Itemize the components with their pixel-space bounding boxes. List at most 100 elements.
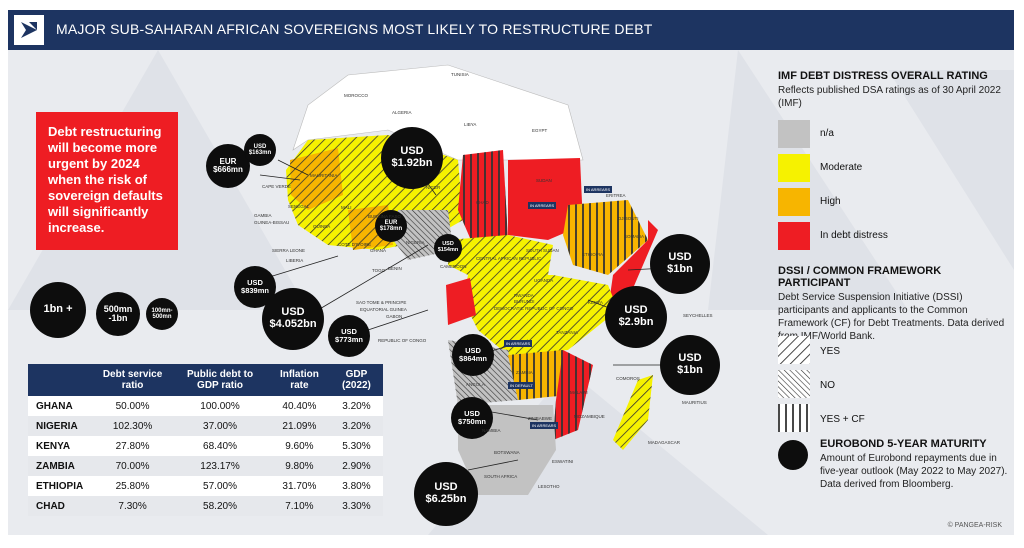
country-label: ANGOLA bbox=[466, 382, 485, 387]
country-cell: ZAMBIA bbox=[28, 456, 94, 476]
country-label: SUDAN bbox=[536, 178, 552, 183]
bubble-line1: USD bbox=[442, 241, 454, 248]
legend-label: n/a bbox=[820, 128, 834, 139]
value-cell: 50.00% bbox=[115, 400, 150, 412]
country-label: EGYPT bbox=[532, 128, 548, 133]
country-cell: NIGERIA bbox=[28, 416, 94, 436]
country-label: COMOROS bbox=[616, 376, 640, 381]
legend-dssi: DSSI / COMMON FRAMEWORK PARTICIPANT Debt… bbox=[778, 265, 1008, 343]
value-cell: 7.30% bbox=[94, 496, 172, 516]
value-cell: 68.40% bbox=[203, 440, 237, 452]
eurobond-bubble: USD $1bn bbox=[660, 335, 720, 395]
legend-swatch-moderate bbox=[778, 154, 810, 182]
legend-swatch-distress bbox=[778, 222, 810, 250]
country-label: GAMBIA bbox=[254, 213, 272, 218]
value-cell: 31.70% bbox=[282, 480, 317, 492]
country-label: TANZANIA bbox=[556, 330, 578, 335]
eurobond-bubble: EUR $666mn bbox=[206, 144, 250, 188]
table-header: Public debt to GDP ratio bbox=[171, 364, 269, 396]
country-label: DJIBOUTI bbox=[618, 216, 639, 221]
legend-swatch-high bbox=[778, 188, 810, 216]
eurobond-bubble: USD $1bn bbox=[650, 234, 710, 294]
value-cell: 58.20% bbox=[171, 496, 269, 516]
page-title: MAJOR SUB-SAHARAN AFRICAN SOVEREIGNS MOS… bbox=[56, 21, 653, 37]
copyright: © PANGEA-RISK bbox=[947, 522, 1002, 529]
legend-dssi-title: DSSI / COMMON FRAMEWORK PARTICIPANT bbox=[778, 265, 942, 289]
legend-label: YES bbox=[820, 346, 841, 357]
country-label: GABON bbox=[386, 314, 403, 319]
bubble-line1: USD bbox=[464, 409, 480, 419]
status-tag: IN ARREARS bbox=[504, 340, 533, 347]
country-label: ETHIOPIA bbox=[582, 252, 604, 257]
legend-label: Moderate bbox=[820, 162, 863, 173]
country-label: SIERRA LEONE bbox=[272, 248, 306, 253]
bubble-line1: USD bbox=[668, 251, 692, 264]
bubble-line2: $154mn bbox=[437, 247, 459, 253]
bubble-line2: $773mn bbox=[335, 335, 363, 344]
country-label: CAMEROON bbox=[440, 264, 467, 269]
bubble-line1: USD bbox=[678, 352, 702, 365]
infographic-frame: MAJOR SUB-SAHARAN AFRICAN SOVEREIGNS MOS… bbox=[8, 10, 1014, 535]
value-cell: 5.30% bbox=[342, 440, 371, 452]
country-cell: ETHIOPIA bbox=[36, 480, 84, 492]
legend-euro-desc: Amount of Eurobond repayments due in fiv… bbox=[820, 453, 1008, 490]
bubble-line1: USD bbox=[434, 481, 458, 494]
bubble-line2: $839mn bbox=[241, 286, 269, 295]
table-header: GDP (2022) bbox=[329, 364, 383, 396]
bubble-line1: USD bbox=[341, 327, 357, 337]
value-cell: 57.00% bbox=[203, 480, 237, 492]
eurobond-bubble: USD $2.9bn bbox=[605, 286, 667, 348]
country-label: NIGER bbox=[426, 185, 441, 190]
country-label: ZIMBABWE bbox=[528, 416, 553, 421]
table-header-row: Debt service ratio Public debt to GDP ra… bbox=[28, 364, 383, 396]
bubble-line2: $750mn bbox=[458, 417, 486, 426]
value-cell: 3.20% bbox=[329, 416, 383, 436]
table-row: ZAMBIA 70.00% 123.17% 9.80% 2.90% bbox=[28, 456, 383, 476]
country-label: GUINEA bbox=[313, 224, 331, 229]
table-row: CHAD 7.30% 58.20% 7.10% 3.30% bbox=[28, 496, 383, 516]
table-header: Debt service ratio bbox=[94, 364, 172, 396]
country-label: NAMIBIA bbox=[482, 428, 501, 433]
value-cell: 21.09% bbox=[268, 416, 330, 436]
eurobond-bubble: USD $864mn bbox=[452, 334, 494, 376]
country-label: CAPE VERDE bbox=[262, 184, 292, 189]
country-label: MAURITIUS bbox=[682, 400, 707, 405]
country-label: LIBYA bbox=[464, 122, 477, 127]
country-label: RWANDA bbox=[514, 293, 534, 298]
status-tag: IN DEFAULT bbox=[508, 382, 535, 389]
bubble-line2: $4.052bn bbox=[269, 318, 317, 330]
country-label: ALGERIA bbox=[392, 110, 412, 115]
country-label: MAURITANIA bbox=[310, 173, 338, 178]
country-label: SOUTH AFRICA bbox=[484, 474, 518, 479]
legend-imf-desc: Reflects published DSA ratings as of 30 … bbox=[778, 85, 1001, 109]
country-label: GHANA bbox=[370, 248, 387, 253]
header-bar: MAJOR SUB-SAHARAN AFRICAN SOVEREIGNS MOS… bbox=[8, 10, 1014, 50]
callout-box: Debt restructuring will become more urge… bbox=[36, 112, 178, 250]
country-label: MALI bbox=[341, 205, 352, 210]
country-cell: KENYA bbox=[36, 440, 71, 452]
country-label: SAO TOME & PRINCIPE bbox=[356, 300, 407, 305]
bubble-line1: USD bbox=[624, 304, 648, 317]
bubble-line1: USD bbox=[281, 306, 305, 319]
bubble-line2: $163mn bbox=[248, 150, 272, 156]
status-tag: IN ARREARS bbox=[584, 186, 613, 193]
legend-dssi-desc: Debt Service Suspension Initiative (DSSI… bbox=[778, 292, 1005, 342]
bubble-line1: USD bbox=[465, 346, 481, 356]
legend-swatch-yes bbox=[778, 336, 810, 364]
pangea-risk-logo-icon bbox=[14, 15, 44, 45]
value-cell: 102.30% bbox=[94, 416, 172, 436]
legend-swatch-no bbox=[778, 370, 810, 398]
legend-label: YES + CF bbox=[820, 414, 865, 425]
country-cell: GHANA bbox=[36, 400, 73, 412]
country-label: MADAGASCAR bbox=[648, 440, 681, 445]
size-key-label: 500mn -1bn bbox=[103, 303, 133, 323]
status-tag: IN ARREARS bbox=[528, 202, 557, 209]
bubble-line2: $2.9bn bbox=[618, 316, 654, 328]
country-label: SEYCHELLES bbox=[683, 313, 713, 318]
legend-euro-title: EUROBOND 5-YEAR MATURITY bbox=[820, 438, 987, 450]
bubble-line2: $666mn bbox=[213, 165, 243, 174]
country-label: CENTRAL AFRICAN REPUBLIC bbox=[476, 256, 542, 261]
country-label: SENEGAL bbox=[288, 204, 310, 209]
size-key-100mn: 100mn-500mn bbox=[146, 298, 178, 330]
